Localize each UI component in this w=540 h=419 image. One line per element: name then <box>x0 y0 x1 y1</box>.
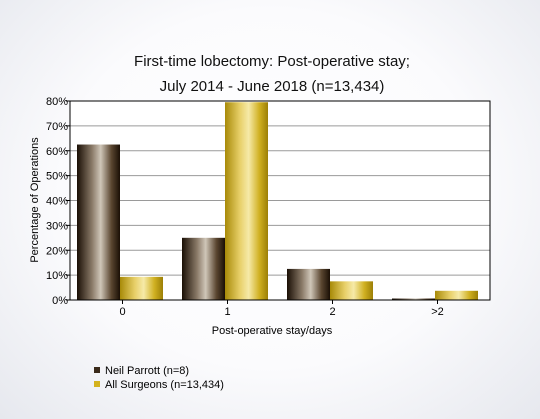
y-tick-label: 40% <box>46 196 68 208</box>
bar-all-surgeons <box>225 102 268 301</box>
y-tick-label: 0% <box>52 295 68 307</box>
x-tick-label: >2 <box>431 306 444 318</box>
y-tick-label: 60% <box>46 146 68 158</box>
y-tick-label: 10% <box>46 270 68 282</box>
bar-neil-parrott <box>287 268 330 300</box>
bar-all-surgeons <box>435 290 478 300</box>
bar-all-surgeons <box>330 281 373 300</box>
legend-label-neil-parrott: Neil Parrott (n=8) <box>105 365 189 377</box>
legend-swatch-all-surgeons <box>94 381 100 387</box>
y-tick-label: 30% <box>46 220 68 232</box>
legend-label-all-surgeons: All Surgeons (n=13,434) <box>105 379 224 391</box>
bar-all-surgeons <box>120 276 163 300</box>
y-tick-label: 70% <box>46 121 68 133</box>
legend: Neil Parrott (n=8) All Surgeons (n=13,434… <box>94 365 224 391</box>
y-axis-label: Percentage of Operations <box>29 137 41 263</box>
x-axis-label: Post-operative stay/days <box>212 325 333 337</box>
y-tick-label: 80% <box>46 96 68 108</box>
y-tick-label: 20% <box>46 245 68 257</box>
y-tick-label: 50% <box>46 171 68 183</box>
plot-frame <box>69 100 491 301</box>
x-tick-label: 1 <box>224 306 230 318</box>
bar-neil-parrott <box>392 298 435 300</box>
bar-neil-parrott <box>77 144 120 300</box>
legend-swatch-neil-parrott <box>94 367 100 373</box>
x-tick-label: 2 <box>329 306 335 318</box>
bar-neil-parrott <box>182 237 225 300</box>
chart-title-line2: July 2014 - June 2018 (n=13,434) <box>160 78 385 95</box>
chart-title-line1: First-time lobectomy: Post-operative sta… <box>134 53 410 70</box>
x-tick-label: 0 <box>119 306 125 318</box>
